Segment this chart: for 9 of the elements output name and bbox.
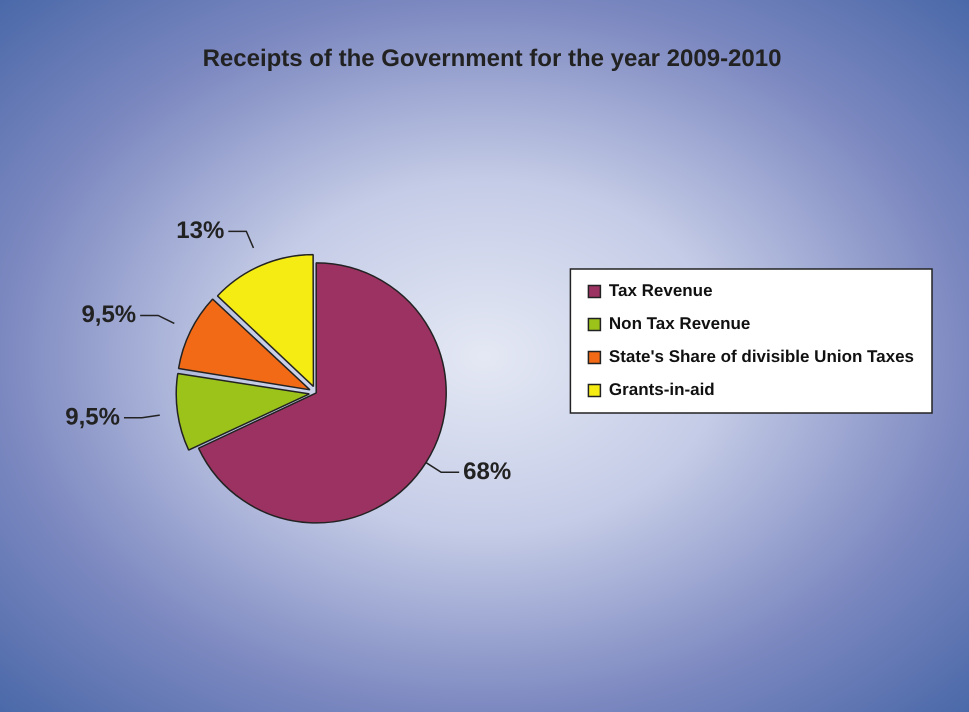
legend-label: State's Share of divisible Union Taxes — [608, 347, 914, 366]
legend-label: Grants-in-aid — [608, 380, 715, 400]
data-label: 9,5% — [65, 403, 120, 430]
legend-label: Tax Revenue — [608, 281, 713, 300]
data-label: 9,5% — [81, 301, 136, 328]
legend-label: Non Tax Revenue — [608, 314, 750, 334]
data-label: 13% — [176, 217, 224, 244]
chart-title: Receipts of the Government for the year 2009-2010 — [202, 45, 782, 72]
data-label: 68% — [463, 458, 512, 485]
